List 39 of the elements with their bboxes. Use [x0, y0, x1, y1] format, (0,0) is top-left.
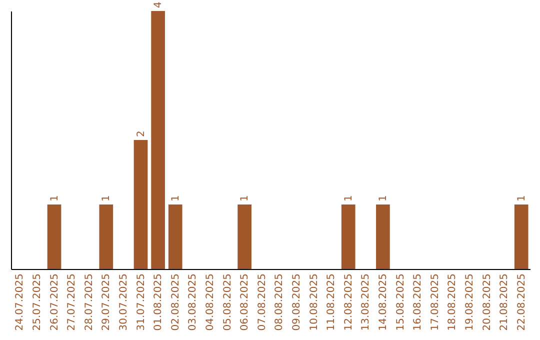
x-tick-label: 12.08.2025	[343, 274, 354, 331]
x-tick-label: 31.07.2025	[136, 274, 147, 331]
x-tick-label: 29.07.2025	[101, 274, 112, 331]
x-tick-label: 13.08.2025	[360, 274, 372, 331]
data-label: 1	[516, 195, 528, 202]
data-label: 2	[136, 130, 147, 137]
x-tick-label: 22.08.2025	[516, 274, 528, 331]
x-tick-label: 09.08.2025	[291, 274, 302, 331]
data-label: 4	[153, 2, 164, 8]
data-label: 1	[49, 195, 60, 202]
x-tick-label: 01.08.2025	[153, 274, 164, 331]
x-tick-label: 11.08.2025	[326, 274, 338, 331]
x-tick-label: 24.07.2025	[14, 274, 26, 331]
data-label: 1	[343, 195, 354, 202]
data-label: 1	[101, 195, 112, 202]
x-tick-label: 18.08.2025	[447, 274, 458, 331]
x-tick-label: 10.08.2025	[308, 274, 320, 331]
x-tick-label: 25.07.2025	[32, 274, 43, 331]
x-tick-label: 27.07.2025	[66, 274, 78, 331]
x-tick-label: 03.08.2025	[188, 274, 199, 331]
x-tick-label: 04.08.2025	[204, 274, 216, 331]
x-tick-label: 26.07.2025	[49, 274, 60, 331]
x-tick-label: 28.07.2025	[84, 274, 95, 331]
x-tick-label: 08.08.2025	[274, 274, 286, 331]
x-tick-label: 15.08.2025	[395, 274, 406, 331]
data-label: 1	[240, 195, 251, 202]
x-tick-label: 14.08.2025	[378, 274, 389, 331]
x-tick-label: 30.07.2025	[118, 274, 130, 331]
data-label: 1	[378, 195, 389, 202]
x-tick-label: 16.08.2025	[412, 274, 424, 331]
x-tick-label: 21.08.2025	[499, 274, 510, 331]
x-tick-label: 05.08.2025	[222, 274, 234, 331]
x-tick-label: 07.08.2025	[256, 274, 268, 331]
data-label: 1	[170, 195, 182, 202]
x-tick-label: 19.08.2025	[464, 274, 476, 331]
x-tick-label: 20.08.2025	[482, 274, 493, 331]
x-tick-label: 06.08.2025	[240, 274, 251, 331]
x-tick-label: 17.08.2025	[430, 274, 441, 331]
x-tick-label: 02.08.2025	[170, 274, 182, 331]
